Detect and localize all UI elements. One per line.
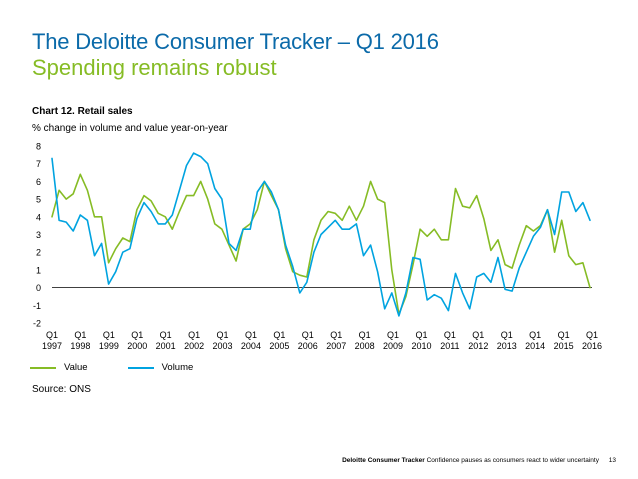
footer-brand: Deloitte Consumer Tracker <box>342 457 425 464</box>
page-subtitle: Spending remains robust <box>32 55 277 80</box>
chart-title: Chart 12. Retail sales <box>32 106 133 117</box>
x-tick-label: Q1 2012 <box>468 330 488 351</box>
x-tick-label: Q1 2010 <box>411 330 431 351</box>
y-tick-label: 3 <box>36 230 41 240</box>
x-tick-label: Q1 2000 <box>127 330 147 351</box>
y-tick-label: 6 <box>36 177 41 187</box>
x-tick-label: Q1 1998 <box>70 330 90 351</box>
footer-tagline: Confidence pauses as consumers react to … <box>426 457 599 464</box>
y-tick-label: 0 <box>36 283 41 293</box>
x-tick-label: Q1 2005 <box>269 330 289 351</box>
y-tick-label: -1 <box>33 301 41 311</box>
x-tick-label: Q1 2016 <box>582 330 602 351</box>
x-tick-label: Q1 2011 <box>440 330 459 351</box>
x-tick-label: Q1 2007 <box>326 330 346 351</box>
x-tick-label: Q1 2004 <box>241 330 261 351</box>
legend-label-value: Value <box>64 362 88 373</box>
x-tick-label: Q1 2006 <box>298 330 318 351</box>
x-tick-label: Q1 2008 <box>355 330 375 351</box>
series-line-volume <box>51 152 591 317</box>
x-tick-label: Q1 2002 <box>184 330 204 351</box>
chart-subtitle: % change in volume and value year-on-yea… <box>32 123 228 134</box>
y-tick-label: 4 <box>36 212 41 222</box>
x-tick-label: Q1 2015 <box>554 330 574 351</box>
x-tick-label: Q1 2001 <box>156 330 176 351</box>
legend-item-value: Value <box>30 362 88 373</box>
legend-swatch-volume <box>127 366 154 369</box>
x-tick-label: Q1 2013 <box>497 330 517 351</box>
x-tick-label: Q1 2014 <box>525 330 545 351</box>
x-tick-label: Q1 2003 <box>213 330 233 351</box>
y-tick-label: 5 <box>36 195 41 205</box>
series-line-value <box>51 173 591 315</box>
x-tick-label: Q1 2009 <box>383 330 403 351</box>
page-title: The Deloitte Consumer Tracker – Q1 2016 <box>32 29 439 54</box>
page-footer: Deloitte Consumer Tracker Confidence pau… <box>342 457 616 464</box>
legend-item-volume: Volume <box>127 362 194 373</box>
x-tick-label: Q1 1999 <box>99 330 119 351</box>
legend-swatch-value <box>30 366 56 369</box>
page-number: 13 <box>608 457 616 464</box>
retail-sales-chart: -2 -1 0 1 2 3 4 5 6 7 8 Q1 1997 Q1 1998 Q1 1999 Q1 2000 Q1 2… <box>33 142 602 352</box>
legend-label-volume: Volume <box>161 362 194 373</box>
source-note: Source: ONS <box>32 384 91 395</box>
y-tick-label: 2 <box>36 248 41 258</box>
x-tick-label: Q1 1997 <box>42 330 62 351</box>
y-tick-label: 7 <box>36 159 41 169</box>
y-tick-label: -2 <box>33 319 41 329</box>
y-tick-label: 8 <box>36 142 41 152</box>
chart-legend: Value Volume <box>30 362 233 373</box>
y-tick-label: 1 <box>36 265 41 275</box>
